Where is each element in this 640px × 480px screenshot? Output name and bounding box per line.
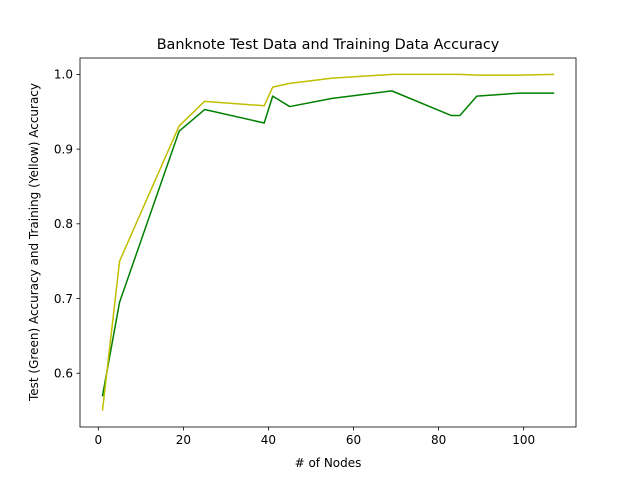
x-tick-label: 80: [431, 433, 446, 447]
x-tick-label: 40: [261, 433, 276, 447]
y-tick-label: 1.0: [54, 68, 73, 82]
y-axis-label: Test (Green) Accuracy and Training (Yell…: [27, 83, 41, 402]
y-tick-label: 0.9: [54, 142, 73, 156]
series-line-1: [101, 73, 555, 411]
x-tick-label: 0: [94, 433, 102, 447]
x-axis-label: # of Nodes: [295, 456, 362, 470]
y-tick-label: 0.7: [54, 292, 73, 306]
x-tick-label: 20: [176, 433, 191, 447]
x-tick-label: 60: [346, 433, 361, 447]
series-line-0: [101, 90, 555, 397]
x-tick-label: 100: [512, 433, 535, 447]
chart-title: Banknote Test Data and Training Data Acc…: [157, 37, 500, 53]
axes-frame: [79, 57, 577, 428]
y-tick-label: 0.8: [54, 217, 73, 231]
plot-area: 0 20 40 60 80 100 0.6 0.7 0.8 0.9 1.0: [54, 57, 577, 447]
y-tick-label: 0.6: [54, 367, 73, 381]
